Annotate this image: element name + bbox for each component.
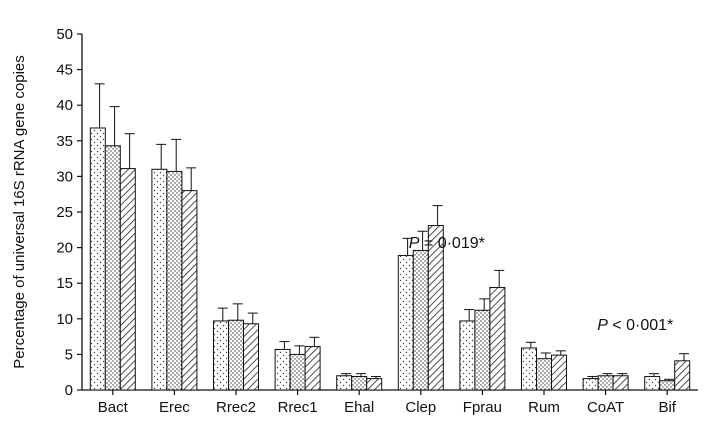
x-tick-label: Fprau	[463, 399, 502, 416]
x-tick-label: CoAT	[587, 399, 624, 416]
p-value: = 0·019*	[419, 235, 484, 252]
y-tick-label: 30	[56, 168, 73, 185]
x-tick-label: Erec	[159, 399, 190, 416]
bar	[181, 190, 198, 391]
plot-area: 0 5 10 15 20 25 30 35 40 45 50 Bact Erec Rrec2 Rrec1 Eh…	[56, 26, 698, 416]
y-tick-label: 10	[56, 311, 73, 328]
x-tick-label: Bact	[98, 399, 129, 416]
bar	[243, 323, 259, 391]
bar	[644, 375, 661, 391]
y-tick-label: 35	[56, 133, 73, 150]
y-tick-label: 25	[56, 204, 73, 221]
y-tick-label: 5	[65, 346, 73, 363]
y-tick-label: 15	[56, 275, 73, 292]
x-tick-label: Clep	[405, 399, 436, 416]
bar	[274, 348, 291, 391]
bar	[427, 225, 444, 391]
p-symbol: P	[597, 317, 608, 334]
bar	[536, 358, 552, 391]
y-axis-title: Percentage of universal 16S rRNA gene co…	[11, 55, 28, 369]
y-tick-label: 50	[56, 26, 73, 43]
bar	[289, 353, 306, 391]
bar	[336, 375, 353, 391]
y-tick-label: 45	[56, 62, 73, 79]
bar	[104, 145, 121, 391]
bar	[166, 170, 183, 391]
bar	[582, 378, 599, 391]
y-tick-label: 40	[56, 97, 73, 114]
x-tick-label: Rrec2	[216, 399, 256, 416]
bar	[119, 168, 136, 391]
bar	[674, 360, 691, 391]
y-tick-label: 20	[56, 240, 73, 257]
x-tick-label: Rrec1	[278, 399, 318, 416]
bar	[213, 320, 229, 391]
significance-annotation: P < 0·001*	[597, 317, 673, 334]
p-symbol: P	[409, 235, 420, 252]
x-tick-label: Ehal	[344, 399, 374, 416]
bar	[351, 375, 368, 391]
bar	[89, 127, 106, 391]
bar	[489, 286, 506, 391]
bar	[366, 378, 383, 391]
bar	[474, 309, 491, 391]
bar	[397, 254, 414, 391]
x-tick-label: Bif	[658, 399, 676, 416]
x-tick-label: Rum	[528, 399, 560, 416]
bar	[459, 320, 476, 391]
bar	[659, 380, 676, 391]
bar	[521, 347, 537, 391]
bar	[612, 375, 629, 391]
y-tick-label: 0	[65, 382, 73, 399]
y-axis-title-group: Percentage of universal 16S rRNA gene co…	[11, 55, 28, 369]
significance-annotation: P = 0·019*	[409, 235, 485, 252]
p-value: < 0·001*	[608, 317, 673, 334]
bar	[228, 319, 244, 391]
bar	[551, 354, 567, 391]
bar	[151, 168, 168, 391]
bar	[597, 375, 614, 391]
bar	[304, 346, 321, 391]
bar	[412, 249, 429, 391]
